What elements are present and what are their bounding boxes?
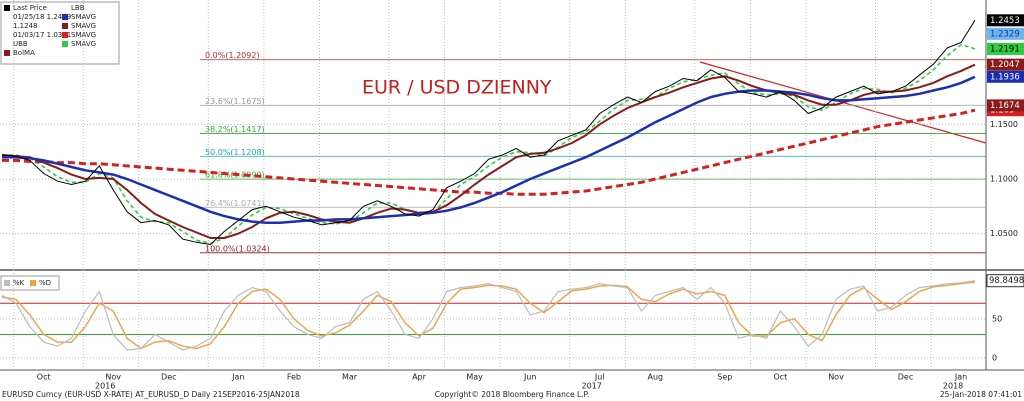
legend-label: SMAVG: [71, 13, 96, 21]
legend-label: 01/25/18 1.2459: [13, 13, 71, 21]
y-tick-label: 0: [992, 353, 997, 362]
footer-right: 25-Jan-2018 07:41:01: [940, 390, 1022, 399]
legend-label: %K: [13, 279, 25, 287]
price-box: [987, 70, 1024, 83]
x-tick-label: Jul: [594, 373, 605, 382]
price-label: 1.1674: [990, 101, 1020, 111]
y-tick-label: 1.0500: [990, 229, 1018, 238]
legend-label: SMAVG: [71, 40, 96, 48]
x-tick-label: Nov: [828, 373, 844, 382]
x-tick-label: Aug: [647, 373, 663, 382]
legend-swatch: [4, 41, 10, 47]
legend-swatch: [4, 280, 10, 286]
legend-swatch: [4, 23, 10, 29]
price-box: [987, 58, 1024, 71]
legend-label: 1.1248: [13, 22, 38, 30]
legend-swatch: [62, 32, 68, 38]
legend-swatch: [4, 5, 10, 11]
fib-label: 23.6%(1.1675): [205, 97, 265, 106]
y-tick-label: 1.1000: [990, 174, 1018, 183]
price-box: [987, 14, 1024, 27]
price-label: 1.1936: [990, 72, 1020, 82]
x-tick-label: Feb: [287, 373, 301, 382]
price-label: 1.2047: [990, 60, 1020, 70]
price-box: [987, 99, 1024, 112]
x-tick-label: Mar: [342, 373, 358, 382]
legend-label: SMAVG: [71, 31, 96, 39]
chart-title: EUR / USD DZIENNY: [362, 77, 552, 99]
legend-label: SMAVG: [71, 22, 96, 30]
series-line: [1, 63, 976, 239]
fib-label: 0.0%(1.2092): [205, 51, 260, 60]
legend-swatch: [62, 41, 68, 47]
x-tick-label: Dec: [161, 373, 176, 382]
fib-label: 76.4%(1.0741): [205, 199, 265, 208]
legend-label: 01/03/17 1.0341: [13, 31, 71, 39]
x-tick-label: Oct: [37, 373, 51, 382]
x-tick-label: Jan: [231, 373, 244, 382]
price-label: 1.2453: [990, 16, 1020, 26]
legend-swatch: [30, 280, 36, 286]
y-tick-label: 1.1500: [990, 120, 1018, 129]
fib-label: 100.0%(1.0324): [205, 244, 270, 253]
legend-swatch: [62, 14, 68, 20]
x-tick-label: Jan: [954, 373, 967, 382]
price-box: [986, 274, 1024, 288]
x-tick-label: Dec: [898, 373, 913, 382]
x-tick-label: Nov: [105, 373, 121, 382]
legend-box: [0, 1, 120, 65]
legend-label: %D: [39, 279, 51, 287]
x-tick-label: Apr: [412, 373, 427, 382]
legend-swatch: [4, 14, 10, 20]
price-label: 1.2191: [990, 44, 1020, 54]
footer-center: Copyright© 2018 Bloomberg Finance L.P.: [435, 390, 590, 399]
x-tick-label: Jun: [523, 373, 537, 382]
footer-left: EURUSD Curncy (EUR-USD X-RATE) AT_EURUSD…: [2, 390, 300, 399]
legend-swatch: [4, 50, 10, 56]
price-box: [987, 42, 1024, 55]
series-line: [2, 43, 976, 245]
legend-label: UBB: [13, 40, 28, 48]
series-line: [1, 20, 976, 246]
year-label: 2018: [943, 382, 963, 391]
legend-swatch: [4, 32, 10, 38]
price-label: 98.8498: [989, 276, 1024, 286]
legend-label: Last Price: [13, 4, 47, 12]
legend-swatch: [62, 5, 68, 11]
legend-swatch: [62, 23, 68, 29]
series-line: [1, 280, 976, 351]
legend-label: LBB: [71, 4, 85, 12]
year-label: 2017: [582, 382, 602, 391]
legend-label: BolMA: [13, 49, 35, 57]
y-tick-label: 50: [992, 314, 1002, 323]
fib-label: 50.0%(1.1208): [205, 148, 265, 157]
series-line: [2, 75, 976, 224]
fib-label: 38.2%(1.1417): [205, 125, 265, 134]
series-line: [1, 281, 976, 350]
price-box: [987, 27, 1024, 40]
price-label: 1.2329: [990, 29, 1020, 39]
x-tick-label: Sep: [717, 373, 732, 382]
series-line: [2, 108, 976, 196]
x-tick-label: Oct: [773, 373, 787, 382]
year-label: 2016: [95, 382, 115, 391]
x-tick-label: May: [466, 373, 483, 382]
